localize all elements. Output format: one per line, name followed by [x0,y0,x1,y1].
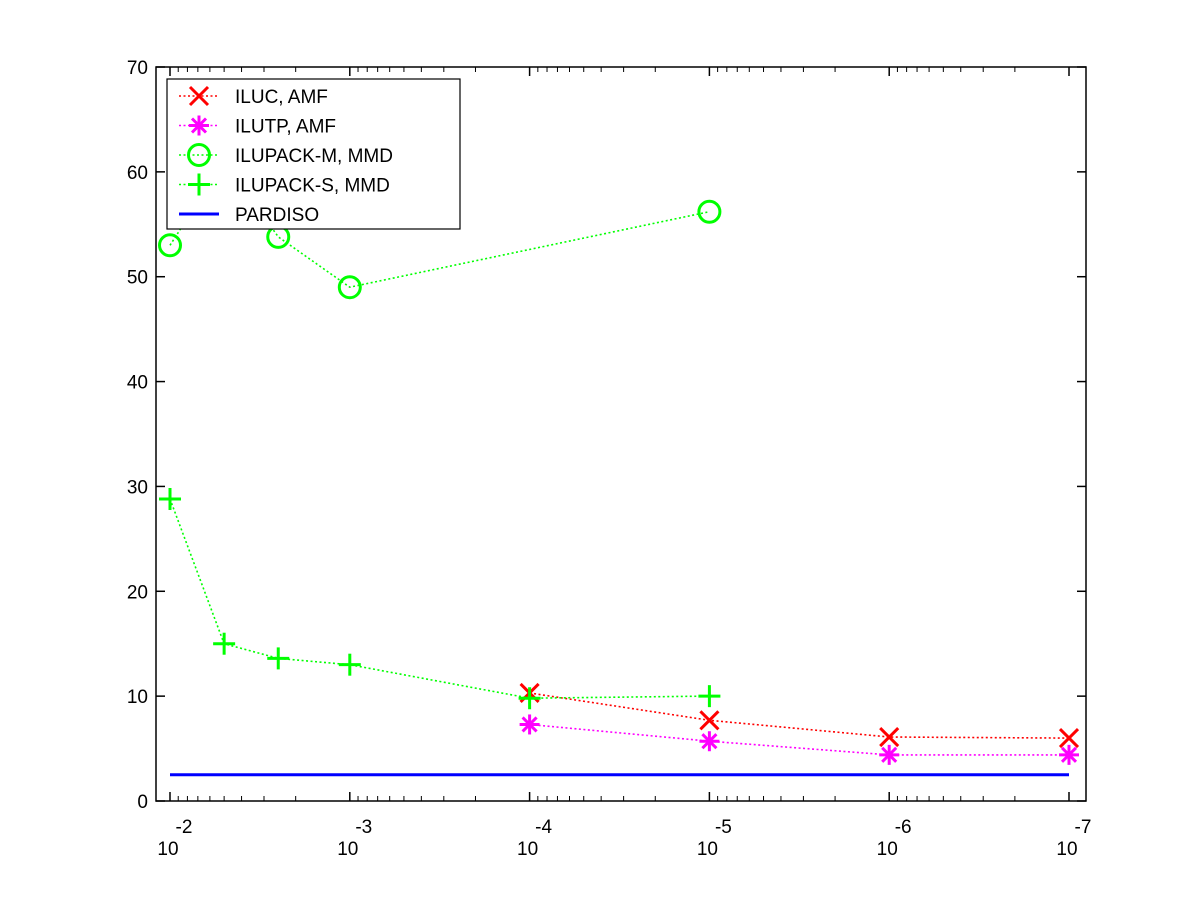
legend-label: ILUPACK-M, MMD [235,146,393,167]
legend-marker [187,143,211,167]
x-tick-label-exponent: -7 [1075,817,1092,838]
x-tick-label-base: 10 [517,839,538,860]
x-tick-label-exponent: -2 [176,817,193,838]
data-point [697,199,722,224]
data-point [519,714,540,735]
y-tick-label: 70 [127,58,148,79]
x-tick-label-base: 10 [697,839,718,860]
series-line [529,723,1069,756]
legend-entry: PARDISO [179,205,319,226]
y-tick-label: 10 [127,687,148,708]
series-1 [519,714,1079,765]
data-point [337,275,362,300]
x-tick-label-exponent: -6 [895,817,912,838]
legend-box [166,78,461,230]
series-3 [159,488,721,710]
legend-entry: ILUTP, AMF [179,115,336,138]
y-tick-label: 30 [127,477,148,498]
data-point [879,744,900,765]
data-point [518,687,541,710]
legend-marker [188,173,210,196]
legend-entry: ILUPACK-S, MMD [179,173,390,197]
x-tick-label-base: 10 [877,839,898,860]
data-point [698,685,721,708]
data-point [1059,744,1079,765]
legend-entry: ILUPACK-M, MMD [179,143,393,167]
data-point [159,488,181,511]
legend-entry: ILUC, AMF [179,85,328,108]
data-point [158,233,182,258]
y-tick-label: 60 [127,163,148,184]
legend-label: ILUC, AMF [235,87,328,108]
data-point [213,632,236,655]
legend: ILUC, AMF ILUTP, AMF ILUPACK-M, MMD ILUPACK… [166,78,461,230]
plot-frame [155,66,1087,802]
legend-label: PARDISO [235,205,319,226]
x-tick-label-exponent: -5 [715,817,732,838]
legend-marker [189,115,209,136]
x-tick-label-base: 10 [337,839,358,860]
data-point [267,647,290,670]
data-point [879,726,900,748]
y-tick-label: 50 [127,268,148,289]
x-tick-label-base: 10 [157,839,178,860]
legend-label: ILUPACK-S, MMD [235,176,390,197]
legend-marker [188,85,210,107]
data-point [1058,728,1080,749]
series-line [529,692,1070,739]
y-tick-label: 40 [127,373,148,394]
data-point [699,731,720,752]
data-point [338,653,361,676]
x-tick-label-exponent: -4 [535,817,552,838]
series-layer [158,149,1080,777]
series-line [169,498,710,700]
data-point [699,710,720,731]
x-tick-label-exponent: -3 [355,817,372,838]
x-tick-label-base: 10 [1056,839,1077,860]
legend-label: ILUTP, AMF [235,117,336,138]
y-tick-label: 20 [127,582,148,603]
y-tick-label: 0 [137,792,148,813]
